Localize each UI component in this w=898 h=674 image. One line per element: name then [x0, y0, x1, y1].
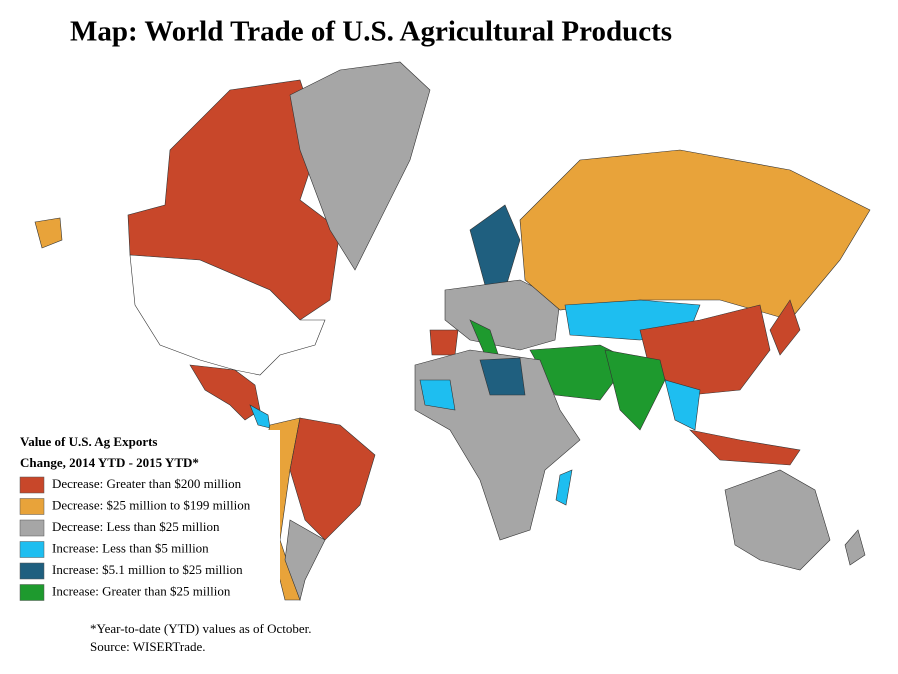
legend-swatch: [19, 584, 45, 601]
note: *Year-to-date (YTD) values as of October…: [90, 621, 312, 636]
india: [604, 349, 666, 431]
legend: Value of U.S. Ag Exports Change, 2014 YTD…: [19, 434, 251, 601]
japan: [769, 299, 801, 356]
legend-swatch: [19, 541, 45, 558]
iberia: [429, 329, 459, 356]
new-zealand: [844, 529, 866, 566]
usa: [129, 254, 326, 376]
legend-swatch: [19, 476, 45, 494]
legend-title: Value of U.S. Ag Exports: [20, 434, 157, 449]
brazil: [289, 417, 376, 541]
title: Map: World Trade of U.S. Agricultural Pr…: [70, 16, 672, 48]
europe: [444, 279, 561, 351]
southeast-asia: [664, 379, 701, 431]
greenland: [289, 61, 431, 271]
legend-label: Increase: Less than $5 million: [52, 540, 209, 555]
legend-label: Decrease: Greater than $200 million: [52, 476, 242, 491]
alaska: [34, 217, 63, 249]
madagascar: [555, 469, 573, 506]
north-africa: [479, 357, 526, 396]
argentina: [284, 519, 326, 602]
indonesia: [689, 429, 801, 466]
legend-label: Decrease: Less than $25 million: [52, 519, 220, 534]
legend-swatch: [19, 498, 45, 515]
mexico: [189, 364, 261, 421]
legend-swatch: [19, 519, 45, 537]
australia: [724, 469, 831, 571]
russia: [519, 149, 871, 321]
world-map: [34, 61, 871, 602]
legend-label: Increase: $5.1 million to $25 million: [52, 562, 243, 577]
legend-title: Change, 2014 YTD - 2015 YTD*: [20, 455, 199, 470]
notes: *Year-to-date (YTD) values as of October…: [90, 621, 312, 654]
legend-label: Increase: Greater than $25 million: [52, 583, 231, 598]
scandinavia: [469, 204, 521, 291]
west-africa: [419, 379, 456, 411]
legend-label: Decrease: $25 million to $199 million: [52, 497, 251, 512]
legend-background: [15, 430, 280, 605]
legend-swatch: [19, 562, 45, 580]
central-america: [249, 404, 271, 429]
africa: [414, 349, 581, 541]
note: Source: WISERTrade.: [90, 639, 206, 654]
